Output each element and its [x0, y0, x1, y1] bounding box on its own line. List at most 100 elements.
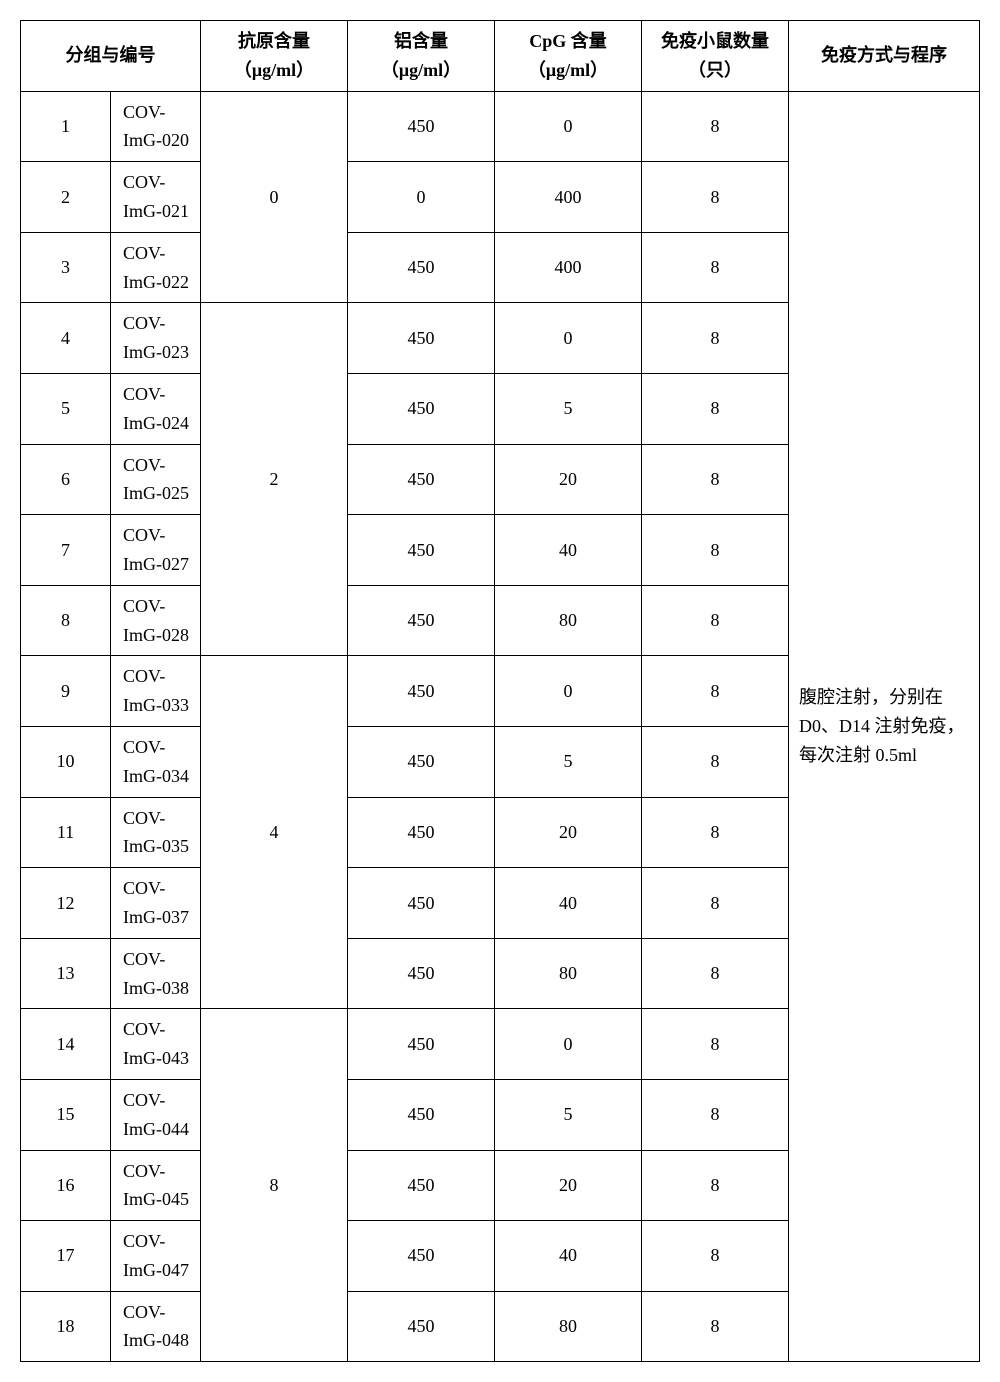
- row-id: COV-ImG-022: [111, 232, 201, 303]
- header-al-label: 铝含量: [394, 31, 448, 51]
- row-id: COV-ImG-023: [111, 303, 201, 374]
- mice-cell: 8: [642, 303, 789, 374]
- mice-cell: 8: [642, 1221, 789, 1292]
- cpg-cell: 0: [495, 1009, 642, 1080]
- row-id: COV-ImG-044: [111, 1079, 201, 1150]
- cpg-cell: 40: [495, 1221, 642, 1292]
- row-number: 12: [21, 868, 111, 939]
- al-cell: 450: [348, 585, 495, 656]
- al-cell: 450: [348, 373, 495, 444]
- mice-cell: 8: [642, 656, 789, 727]
- row-id: COV-ImG-037: [111, 868, 201, 939]
- row-number: 6: [21, 444, 111, 515]
- row-number: 13: [21, 938, 111, 1009]
- row-id: COV-ImG-028: [111, 585, 201, 656]
- row-number: 1: [21, 91, 111, 162]
- row-number: 3: [21, 232, 111, 303]
- al-cell: 450: [348, 1079, 495, 1150]
- al-cell: 450: [348, 656, 495, 727]
- mice-cell: 8: [642, 444, 789, 515]
- antigen-cell: 8: [201, 1009, 348, 1362]
- row-number: 14: [21, 1009, 111, 1080]
- header-cpg-label: CpG 含量: [529, 31, 607, 51]
- row-number: 11: [21, 797, 111, 868]
- header-antigen-unit: （μg/ml）: [209, 56, 339, 85]
- cpg-cell: 20: [495, 1150, 642, 1221]
- table-row: 1COV-ImG-020045008腹腔注射，分别在 D0、D14 注射免疫，每…: [21, 91, 980, 162]
- al-cell: 450: [348, 515, 495, 586]
- mice-cell: 8: [642, 1009, 789, 1080]
- experiment-table: 分组与编号 抗原含量 （μg/ml） 铝含量 （μg/ml） CpG 含量 （μ…: [20, 20, 980, 1362]
- row-id: COV-ImG-025: [111, 444, 201, 515]
- header-mice: 免疫小鼠数量（只）: [642, 21, 789, 92]
- row-id: COV-ImG-047: [111, 1221, 201, 1292]
- row-number: 17: [21, 1221, 111, 1292]
- row-number: 10: [21, 726, 111, 797]
- cpg-cell: 400: [495, 232, 642, 303]
- cpg-cell: 20: [495, 444, 642, 515]
- row-id: COV-ImG-024: [111, 373, 201, 444]
- mice-cell: 8: [642, 726, 789, 797]
- row-id: COV-ImG-045: [111, 1150, 201, 1221]
- row-id: COV-ImG-038: [111, 938, 201, 1009]
- header-antigen-label: 抗原含量: [238, 31, 310, 51]
- al-cell: 450: [348, 938, 495, 1009]
- mice-cell: 8: [642, 1150, 789, 1221]
- row-id: COV-ImG-048: [111, 1291, 201, 1362]
- header-cpg: CpG 含量 （μg/ml）: [495, 21, 642, 92]
- header-cpg-unit: （μg/ml）: [503, 56, 633, 85]
- row-number: 4: [21, 303, 111, 374]
- row-id: COV-ImG-035: [111, 797, 201, 868]
- al-cell: 450: [348, 91, 495, 162]
- mice-cell: 8: [642, 232, 789, 303]
- mice-cell: 8: [642, 515, 789, 586]
- cpg-cell: 40: [495, 868, 642, 939]
- cpg-cell: 400: [495, 162, 642, 233]
- mice-cell: 8: [642, 938, 789, 1009]
- al-cell: 450: [348, 726, 495, 797]
- al-cell: 450: [348, 797, 495, 868]
- header-al: 铝含量 （μg/ml）: [348, 21, 495, 92]
- al-cell: 450: [348, 868, 495, 939]
- mice-cell: 8: [642, 373, 789, 444]
- al-cell: 450: [348, 1291, 495, 1362]
- cpg-cell: 80: [495, 1291, 642, 1362]
- al-cell: 0: [348, 162, 495, 233]
- cpg-cell: 0: [495, 656, 642, 727]
- mice-cell: 8: [642, 91, 789, 162]
- al-cell: 450: [348, 444, 495, 515]
- antigen-cell: 4: [201, 656, 348, 1009]
- mice-cell: 8: [642, 585, 789, 656]
- row-number: 15: [21, 1079, 111, 1150]
- header-row: 分组与编号 抗原含量 （μg/ml） 铝含量 （μg/ml） CpG 含量 （μ…: [21, 21, 980, 92]
- row-id: COV-ImG-021: [111, 162, 201, 233]
- row-number: 18: [21, 1291, 111, 1362]
- row-number: 7: [21, 515, 111, 586]
- cpg-cell: 5: [495, 373, 642, 444]
- antigen-cell: 2: [201, 303, 348, 656]
- header-al-unit: （μg/ml）: [356, 56, 486, 85]
- table-body: 1COV-ImG-020045008腹腔注射，分别在 D0、D14 注射免疫，每…: [21, 91, 980, 1362]
- method-cell: 腹腔注射，分别在 D0、D14 注射免疫，每次注射 0.5ml: [789, 91, 980, 1362]
- row-id: COV-ImG-020: [111, 91, 201, 162]
- al-cell: 450: [348, 1150, 495, 1221]
- antigen-cell: 0: [201, 91, 348, 303]
- header-group: 分组与编号: [21, 21, 201, 92]
- mice-cell: 8: [642, 1079, 789, 1150]
- mice-cell: 8: [642, 162, 789, 233]
- row-id: COV-ImG-034: [111, 726, 201, 797]
- header-antigen: 抗原含量 （μg/ml）: [201, 21, 348, 92]
- cpg-cell: 40: [495, 515, 642, 586]
- row-number: 8: [21, 585, 111, 656]
- row-number: 16: [21, 1150, 111, 1221]
- al-cell: 450: [348, 1221, 495, 1292]
- mice-cell: 8: [642, 868, 789, 939]
- row-number: 9: [21, 656, 111, 727]
- mice-cell: 8: [642, 797, 789, 868]
- row-id: COV-ImG-043: [111, 1009, 201, 1080]
- cpg-cell: 0: [495, 303, 642, 374]
- row-number: 5: [21, 373, 111, 444]
- al-cell: 450: [348, 232, 495, 303]
- cpg-cell: 5: [495, 1079, 642, 1150]
- cpg-cell: 80: [495, 585, 642, 656]
